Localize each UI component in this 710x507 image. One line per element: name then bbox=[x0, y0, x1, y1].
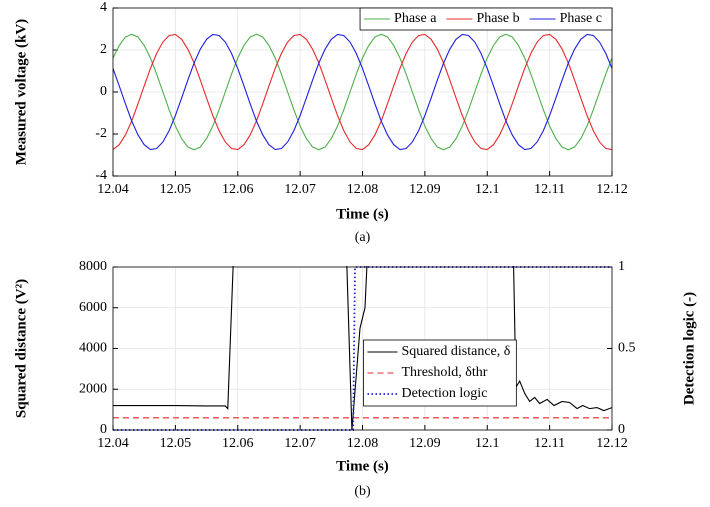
x-tick-label: 12.04 bbox=[97, 182, 129, 197]
y2-tick-label: 1 bbox=[618, 259, 625, 274]
x-tick-label: 12.08 bbox=[347, 182, 379, 197]
series-line bbox=[113, 33, 612, 151]
y2-tick-label: 0 bbox=[618, 422, 625, 437]
x-tick-label: 12.12 bbox=[596, 436, 628, 451]
series-line bbox=[113, 33, 612, 151]
x-axis-label: Time (s) bbox=[336, 206, 389, 222]
x-tick-label: 12.05 bbox=[160, 182, 192, 197]
caption: (a) bbox=[355, 230, 371, 245]
y2-axis-label: Detection logic (-) bbox=[681, 292, 697, 405]
y-tick-label: 0 bbox=[100, 84, 107, 99]
legend-label: Phase b bbox=[476, 11, 519, 26]
y-tick-label: -4 bbox=[95, 168, 107, 183]
x-tick-label: 12.06 bbox=[222, 182, 254, 197]
x-axis-label: Time (s) bbox=[336, 458, 389, 474]
x-tick-label: 12.11 bbox=[534, 182, 565, 197]
x-tick-label: 12.12 bbox=[596, 182, 628, 197]
y-tick-label: 6000 bbox=[79, 300, 107, 315]
legend-label: Squared distance, δ bbox=[402, 344, 511, 359]
caption: (b) bbox=[354, 484, 371, 499]
series-line bbox=[113, 33, 612, 151]
y-tick-label: 8000 bbox=[79, 259, 107, 274]
y-axis-label: Squared distance (V²) bbox=[13, 279, 29, 418]
x-tick-label: 12.07 bbox=[284, 436, 316, 451]
x-tick-label: 12.04 bbox=[97, 436, 129, 451]
x-tick-label: 12.1 bbox=[475, 436, 500, 451]
x-tick-label: 12.07 bbox=[284, 182, 316, 197]
y-tick-label: 2000 bbox=[79, 381, 107, 396]
legend: Squared distance, δ Threshold, δthr Detect… bbox=[363, 339, 517, 407]
series-line bbox=[113, 266, 612, 431]
axes-frame bbox=[112, 266, 613, 431]
legend-label: Phase c bbox=[560, 11, 602, 26]
legend-label: Detection logic bbox=[402, 386, 488, 401]
x-tick-label: 12.08 bbox=[347, 436, 379, 451]
y-axis-label: Measured voltage (kV) bbox=[13, 19, 29, 165]
y-tick-label: 2 bbox=[100, 42, 107, 57]
legend-label: Threshold, δthr bbox=[402, 365, 488, 380]
x-tick-label: 12.05 bbox=[160, 436, 192, 451]
x-tick-label: 12.1 bbox=[475, 182, 500, 197]
y2-tick-label: 0.5 bbox=[618, 341, 636, 356]
x-tick-label: 12.11 bbox=[534, 436, 565, 451]
legend-box bbox=[359, 7, 613, 31]
x-tick-label: 12.09 bbox=[409, 182, 441, 197]
x-tick-label: 12.09 bbox=[409, 436, 441, 451]
y-tick-label: 4 bbox=[100, 0, 107, 15]
y-tick-label: -2 bbox=[95, 126, 107, 141]
y-tick-label: 4000 bbox=[79, 341, 107, 356]
y-tick-label: 0 bbox=[100, 422, 107, 437]
x-tick-label: 12.06 bbox=[222, 436, 254, 451]
legend-label: Phase a bbox=[394, 11, 437, 26]
legend: Phase a Phase b Phase c bbox=[359, 7, 613, 31]
